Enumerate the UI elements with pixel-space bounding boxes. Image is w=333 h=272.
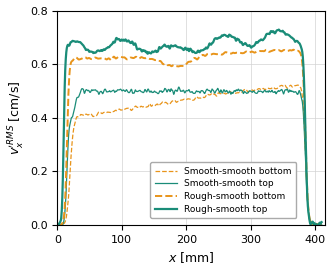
Smooth-smooth bottom <box>296 84 300 87</box>
Smooth-smooth bottom <box>172 99 176 102</box>
Rough-smooth top <box>162 43 166 47</box>
Smooth-smooth bottom <box>320 223 324 227</box>
Rough-smooth bottom <box>57 223 61 227</box>
Legend: Smooth-smooth bottom, Smooth-smooth top, Rough-smooth bottom, Rough-smooth top: Smooth-smooth bottom, Smooth-smooth top,… <box>150 162 296 218</box>
Smooth-smooth top <box>267 90 271 93</box>
Rough-smooth top <box>172 44 176 48</box>
Smooth-smooth bottom <box>266 87 270 90</box>
X-axis label: $x$ [mm]: $x$ [mm] <box>168 250 214 265</box>
Line: Smooth-smooth top: Smooth-smooth top <box>57 87 322 225</box>
Rough-smooth bottom <box>262 50 266 53</box>
Smooth-smooth bottom <box>237 91 241 94</box>
Rough-smooth bottom <box>55 222 59 226</box>
Rough-smooth top <box>320 221 324 224</box>
Rough-smooth bottom <box>320 223 324 227</box>
Smooth-smooth bottom <box>163 101 166 104</box>
Line: Rough-smooth top: Rough-smooth top <box>57 30 322 225</box>
Rough-smooth top <box>82 45 86 49</box>
Smooth-smooth top <box>163 87 166 91</box>
Rough-smooth top <box>55 222 59 225</box>
Smooth-smooth top <box>172 92 176 95</box>
Smooth-smooth top <box>177 85 181 89</box>
Smooth-smooth top <box>262 89 266 93</box>
Rough-smooth top <box>266 32 270 35</box>
Rough-smooth top <box>277 28 281 31</box>
Rough-smooth top <box>261 38 265 41</box>
Smooth-smooth top <box>55 222 59 225</box>
Smooth-smooth bottom <box>262 87 266 90</box>
Line: Smooth-smooth bottom: Smooth-smooth bottom <box>57 85 322 225</box>
Smooth-smooth top <box>57 223 61 227</box>
Smooth-smooth top <box>237 89 241 92</box>
Rough-smooth bottom <box>163 62 166 66</box>
Y-axis label: $v_x^{\prime RMS}$ [cm/s]: $v_x^{\prime RMS}$ [cm/s] <box>7 81 27 155</box>
Line: Rough-smooth bottom: Rough-smooth bottom <box>57 50 322 225</box>
Rough-smooth bottom <box>172 63 176 67</box>
Rough-smooth bottom <box>83 55 87 59</box>
Rough-smooth bottom <box>266 50 270 53</box>
Smooth-smooth bottom <box>83 114 87 117</box>
Smooth-smooth top <box>83 92 87 95</box>
Smooth-smooth bottom <box>56 223 60 227</box>
Rough-smooth top <box>312 223 316 227</box>
Smooth-smooth bottom <box>55 222 59 225</box>
Rough-smooth bottom <box>237 51 241 54</box>
Smooth-smooth top <box>320 223 324 226</box>
Rough-smooth bottom <box>291 48 295 51</box>
Rough-smooth top <box>237 38 241 41</box>
